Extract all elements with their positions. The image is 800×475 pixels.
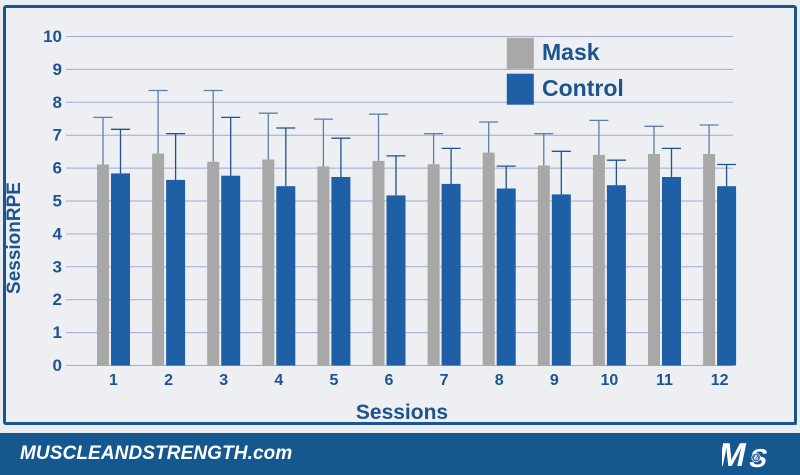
svg-text:Sessions: Sessions	[356, 401, 448, 424]
svg-text:10: 10	[43, 27, 62, 46]
svg-text:6: 6	[385, 372, 394, 389]
svg-text:0: 0	[53, 356, 62, 375]
svg-text:8: 8	[495, 372, 504, 389]
svg-text:7: 7	[53, 126, 62, 145]
svg-text:5: 5	[53, 192, 62, 211]
svg-text:3: 3	[53, 257, 62, 276]
svg-text:2: 2	[53, 290, 62, 309]
svg-text:5: 5	[329, 372, 338, 389]
svg-text:12: 12	[711, 372, 729, 389]
svg-text:M: M	[722, 439, 750, 473]
svg-text:Control: Control	[542, 75, 624, 101]
svg-text:2: 2	[164, 372, 173, 389]
svg-text:9: 9	[53, 60, 62, 79]
svg-text:8: 8	[53, 93, 62, 112]
svg-text:9: 9	[550, 372, 559, 389]
svg-text:4: 4	[274, 372, 283, 389]
svg-text:3: 3	[219, 372, 228, 389]
svg-text:1: 1	[53, 323, 62, 342]
svg-text:7: 7	[440, 372, 449, 389]
svg-text:11: 11	[656, 372, 673, 389]
svg-text:&: &	[754, 455, 759, 462]
svg-text:10: 10	[601, 372, 619, 389]
svg-text:Mask: Mask	[542, 39, 600, 65]
svg-text:SessionRPE: SessionRPE	[6, 182, 25, 294]
svg-text:6: 6	[53, 159, 62, 178]
svg-text:4: 4	[53, 224, 63, 243]
svg-text:1: 1	[109, 372, 118, 389]
